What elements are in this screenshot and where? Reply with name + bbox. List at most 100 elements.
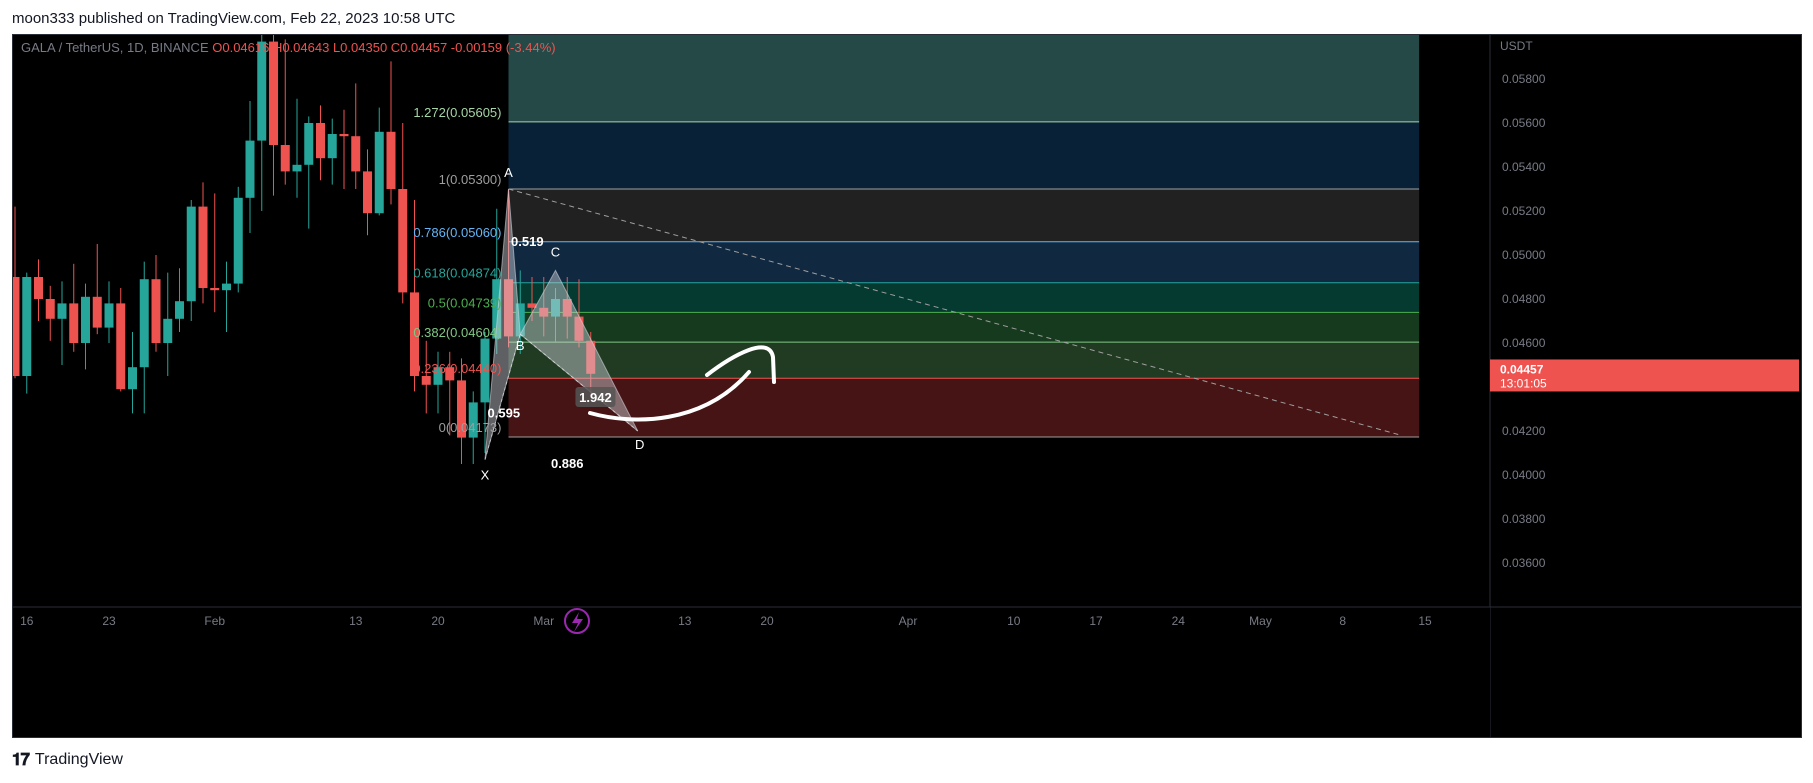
price-tick-label: 0.05600	[1502, 116, 1546, 130]
hand-drawn-arrow-curve	[588, 370, 751, 422]
fib-level-label: 0.786(0.05060)	[413, 225, 501, 240]
time-tick-label: 17	[1089, 614, 1103, 628]
time-axis-panel	[13, 607, 1490, 737]
candle-body	[339, 134, 349, 137]
time-tick-label: 8	[1339, 614, 1346, 628]
legend-low: L0.04350	[333, 40, 391, 55]
time-tick-label: Apr	[899, 614, 918, 628]
time-tick-label: 13	[349, 614, 363, 628]
fib-zone	[508, 378, 1420, 437]
candle-body	[468, 402, 478, 438]
fib-level-label: 0.5(0.04739)	[428, 295, 502, 310]
fib-zone	[508, 241, 1420, 283]
time-tick-label: 16	[20, 614, 34, 628]
replay-lightning-icon	[564, 608, 590, 634]
candle-body	[222, 283, 231, 291]
candle-body	[351, 136, 361, 172]
candle-body	[13, 277, 20, 376]
hand-drawn-arrow-head	[705, 345, 776, 384]
candle-body	[175, 301, 184, 319]
brand-name: TradingView	[34, 751, 123, 768]
candle-body	[151, 279, 161, 343]
candle-body	[410, 292, 419, 376]
ratio-label-box	[575, 387, 616, 407]
price-tick-label: 0.04800	[1502, 292, 1546, 306]
legend-symbol: GALA / TetherUS, 1D, BINANCE	[21, 40, 212, 55]
pattern-xb-line	[484, 334, 521, 460]
fib-zone	[508, 121, 1420, 189]
candle-body	[92, 296, 102, 328]
fib-level-label: 1(0.05300)	[439, 172, 502, 187]
candle-body	[386, 131, 396, 189]
time-tick-label: 24	[1172, 614, 1186, 628]
candle-body	[551, 299, 560, 317]
candle-body	[574, 316, 584, 341]
candle-body	[280, 145, 290, 172]
time-tick-label: 23	[102, 614, 116, 628]
candle-body	[104, 303, 114, 328]
lightning-glyph-icon	[572, 612, 583, 632]
candle-body	[480, 338, 490, 403]
candle-body	[457, 380, 466, 438]
pattern-xab-triangle	[484, 188, 521, 460]
fib-level-label: 0(0.04173)	[439, 420, 502, 435]
price-tick-label: 0.05000	[1502, 248, 1546, 262]
fib-level-label: 0.382(0.04604)	[413, 325, 501, 340]
fib-level-label: 1.272(0.05605)	[413, 105, 501, 120]
candle-body	[128, 367, 137, 390]
candle-body	[421, 376, 431, 385]
price-tick-label: 0.04000	[1502, 468, 1546, 482]
candle-body	[210, 288, 220, 291]
candle-body	[163, 318, 173, 343]
pattern-point-b: B	[516, 338, 525, 353]
price-tick-label: 0.05200	[1502, 204, 1546, 218]
candle-body	[45, 299, 55, 319]
tradingview-logo-icon: 𝟏𝟕	[12, 750, 30, 769]
candle-body	[492, 279, 502, 339]
price-tick-label: 0.04600	[1502, 336, 1546, 350]
price-chart[interactable]: 1.272(0.05605) 1(0.05300) 0.786(0.05060) 0.…	[13, 35, 1801, 737]
legend-close: C0.04457	[391, 40, 451, 55]
symbol-legend: GALA / TetherUS, 1D, BINANCE O0.04616 H0…	[21, 40, 556, 55]
candle-body	[445, 367, 455, 381]
fib-level-label: 0.618(0.04874)	[413, 266, 501, 281]
candle-body	[139, 279, 149, 368]
last-price-tag	[1490, 359, 1799, 392]
time-tick-label: Mar	[533, 614, 554, 628]
pattern-ratio-label: 1.942	[579, 390, 612, 405]
candle-body	[304, 123, 314, 165]
candle-body	[186, 206, 196, 302]
last-price-value: 0.04457	[1500, 362, 1544, 376]
candle-body	[233, 197, 243, 284]
price-tick-label: 0.04200	[1502, 424, 1546, 438]
time-tick-label: 10	[1007, 614, 1021, 628]
fib-zone	[508, 312, 1420, 343]
dashed-trend-line	[508, 188, 1402, 436]
candle-body	[562, 299, 572, 317]
fib-zone	[508, 342, 1420, 379]
fib-level-label: 0.236(0.04440)	[413, 361, 501, 376]
candle-body	[34, 277, 43, 299]
fib-zone	[508, 282, 1420, 313]
time-tick-label: Feb	[204, 614, 225, 628]
candle-body	[69, 303, 79, 343]
brand-footer[interactable]: 𝟏𝟕 TradingView	[12, 750, 123, 770]
time-tick-label: 20	[431, 614, 445, 628]
time-tick-label: May	[1249, 614, 1272, 628]
price-tick-label: 0.05400	[1502, 160, 1546, 174]
publisher-line: moon333 published on TradingView.com, Fe…	[12, 10, 456, 27]
legend-change: -0.00159 (-3.44%)	[451, 40, 556, 55]
candle-body	[81, 296, 90, 343]
candle-body	[292, 164, 302, 172]
candle-body	[327, 134, 337, 159]
candle-body	[504, 279, 513, 337]
price-tick-label: 0.03800	[1502, 512, 1546, 526]
candle-body	[586, 340, 596, 374]
candle-body	[398, 189, 408, 293]
time-tick-label: 20	[760, 614, 774, 628]
chart-panel[interactable]: 1.272(0.05605) 1(0.05300) 0.786(0.05060) 0.…	[12, 34, 1802, 738]
pattern-bd-line	[519, 333, 639, 432]
pattern-ratio-label: 0.595	[488, 405, 521, 420]
candle-body	[515, 303, 525, 337]
pattern-ratio-label: 0.886	[551, 456, 584, 471]
